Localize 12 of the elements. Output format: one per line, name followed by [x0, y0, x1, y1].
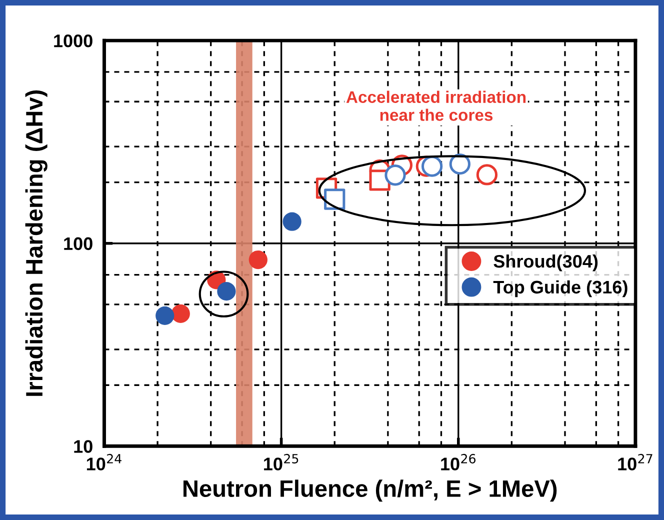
x-tick-label: 10$^{26}$ — [441, 454, 476, 470]
y-axis-title: Irradiation Hardening (ΔHv) — [25, 90, 48, 396]
y-tick-label: 1000 — [54, 34, 92, 48]
legend-label: Shroud(304) — [494, 254, 598, 272]
annotation: Accelerated irradiation near the cores — [346, 90, 526, 121]
y-tick-label: 10 — [74, 440, 92, 453]
x-tick-label: 10$^{25}$ — [264, 454, 298, 470]
x-tick-label: 10$^{24}$ — [86, 454, 122, 470]
x-axis-title: Neutron Fluence (n/m², E > 1MeV) — [184, 480, 557, 502]
y-tick-label: 100 — [64, 237, 92, 250]
x-tick-label: 10$^{27}$ — [618, 454, 652, 470]
legend-label: Top Guide (316) — [493, 280, 628, 298]
